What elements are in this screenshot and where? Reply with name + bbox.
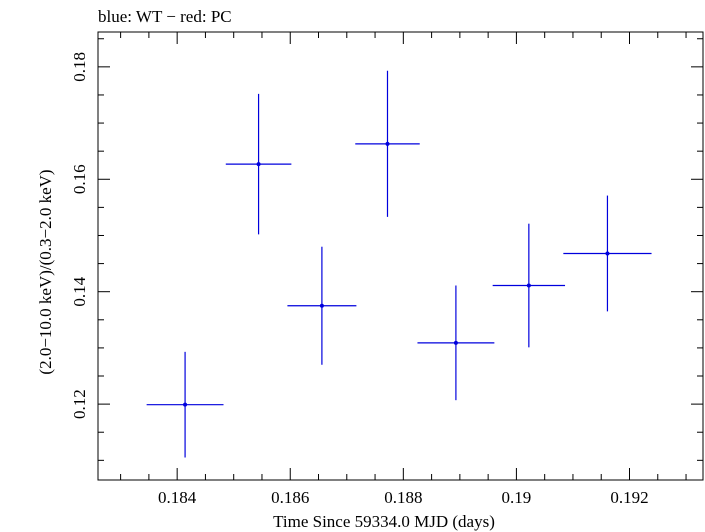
data-series [146, 70, 652, 458]
point-marker [256, 162, 261, 167]
x-tick-label: 0.186 [271, 488, 309, 507]
y-axis: 0.12 0.14 0.16 0.18 [70, 38, 703, 461]
data-point [492, 223, 566, 348]
x-tick-label: 0.192 [610, 488, 648, 507]
data-point [287, 246, 357, 365]
point-marker [319, 303, 324, 308]
x-tick-label: 0.184 [158, 488, 197, 507]
y-tick-label: 0.16 [70, 164, 89, 194]
data-point [355, 70, 420, 217]
point-marker [605, 251, 610, 256]
y-tick-label: 0.14 [70, 276, 89, 306]
data-point [563, 195, 652, 312]
point-marker [385, 141, 390, 146]
y-tick-label: 0.18 [70, 52, 89, 82]
x-tick-label: 0.188 [384, 488, 422, 507]
chart-title: blue: WT − red: PC [98, 7, 232, 26]
point-marker [453, 340, 458, 345]
x-axis: 0.184 0.186 0.188 0.19 0.192 [120, 32, 687, 507]
x-tick-label: 0.19 [502, 488, 532, 507]
data-point [146, 351, 224, 458]
data-point [417, 285, 495, 401]
point-marker [526, 283, 531, 288]
y-axis-label: (2.0−10.0 keV)/(0.3−2.0 keV) [36, 169, 55, 374]
x-axis-label: Time Since 59334.0 MJD (days) [273, 512, 495, 531]
data-point [225, 93, 292, 235]
y-tick-label: 0.12 [70, 389, 89, 419]
point-marker [183, 402, 188, 407]
plot-frame [97, 31, 704, 481]
